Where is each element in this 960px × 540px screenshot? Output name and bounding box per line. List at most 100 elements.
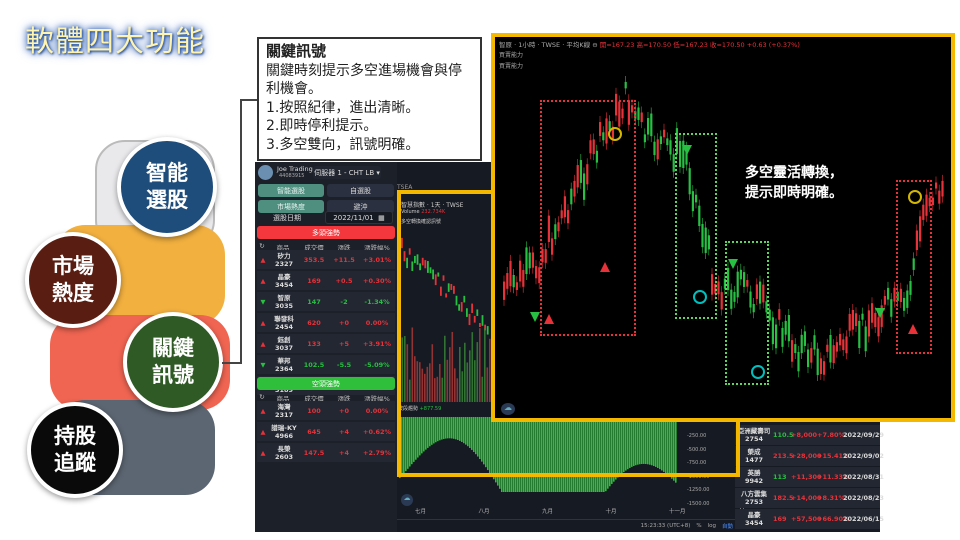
stock-name: 榮成 bbox=[747, 448, 761, 456]
avatar bbox=[258, 165, 273, 180]
oscillator-bar bbox=[599, 417, 601, 492]
stock-name: 晶豪 bbox=[277, 272, 291, 281]
oscillator-bar bbox=[595, 417, 597, 492]
oscillator-bar bbox=[569, 417, 571, 492]
server-select[interactable]: 伺服器 1 - CHT LB ▾ bbox=[313, 166, 381, 179]
profit: +14,000 bbox=[791, 494, 822, 502]
down-arrow-icon: ▼ bbox=[260, 297, 266, 306]
candle bbox=[476, 309, 479, 316]
up-arrow-icon: ▲ bbox=[260, 339, 266, 348]
oscillator-bar bbox=[415, 417, 417, 460]
oscillator-bar bbox=[567, 417, 569, 492]
candle bbox=[615, 93, 618, 116]
volume-bar bbox=[431, 344, 434, 402]
signal-row[interactable]: 晶豪 3454 169 +57,500 +66.90% 2022/06/15 bbox=[735, 509, 884, 529]
big-chart-canvas[interactable] bbox=[495, 37, 951, 418]
oscillator-bar bbox=[529, 417, 531, 492]
stock-row[interactable]: ▲ 鈺創 3037 133 +5 +3.91% bbox=[257, 334, 395, 353]
candle bbox=[466, 308, 468, 317]
candle bbox=[525, 247, 528, 275]
volume-bar bbox=[421, 368, 424, 402]
candle bbox=[621, 108, 624, 119]
sell-arrow-icon bbox=[530, 312, 540, 322]
candle bbox=[816, 348, 819, 375]
auto-toggle[interactable]: 自動 bbox=[721, 524, 733, 530]
stock-code: 9942 bbox=[744, 477, 764, 485]
signal-row[interactable]: 榮成 1477 213.5 +28,000 +15.41% 2022/09/02 bbox=[735, 446, 884, 466]
indicator-label: 多空轉換確認訊號 bbox=[401, 219, 442, 225]
candle bbox=[682, 140, 685, 168]
stock-price: 100 bbox=[307, 406, 321, 415]
stock-row[interactable]: ▲ 聯發科 2454 620 +0 0.00% bbox=[257, 313, 395, 332]
candle bbox=[906, 290, 909, 308]
refresh-icon[interactable]: ↻ bbox=[259, 393, 265, 401]
signal-date: 2022/08/31 bbox=[843, 473, 884, 481]
stock-row[interactable]: ▲ 長榮 2603 147.5 +4 +2.79% bbox=[257, 443, 395, 462]
stock-name: 鈺創 bbox=[277, 335, 291, 344]
oscillator-bar bbox=[557, 417, 559, 492]
candle bbox=[826, 344, 829, 352]
oscillator-bar bbox=[589, 417, 591, 492]
oscillator-bar bbox=[489, 417, 491, 474]
connector-line bbox=[240, 99, 242, 364]
signal-row[interactable]: 亞洲藏壽司 2754 110.5 +8,000 +7.80% 2022/09/29 bbox=[735, 425, 884, 445]
signal-date: 2022/09/29 bbox=[843, 431, 884, 439]
stock-price: 182.5 bbox=[773, 494, 794, 502]
stock-row[interactable]: ▲ 海灣 2317 100 +0 0.00% bbox=[257, 401, 395, 420]
cloud-icon[interactable]: ☁ bbox=[401, 494, 413, 506]
osc-label: 波段趨勢 bbox=[398, 406, 419, 412]
candle bbox=[643, 134, 646, 143]
oscillator-bar bbox=[583, 417, 585, 492]
stock-row[interactable]: ▲ 矽力 2327 353.5 +11.5 +3.01% bbox=[257, 250, 395, 269]
volume-bar bbox=[471, 332, 474, 402]
tab-hedge[interactable]: 避沖 bbox=[327, 200, 394, 213]
candle bbox=[711, 274, 714, 295]
signal-row[interactable]: 英勝 9942 113 +11,300 +11.33% 2022/08/31 bbox=[735, 467, 884, 487]
candle bbox=[522, 270, 525, 287]
percent-toggle[interactable]: % bbox=[696, 523, 702, 529]
symbol-tab[interactable]: TSEA bbox=[397, 184, 413, 191]
stock-name: 英勝 bbox=[747, 469, 761, 477]
tab-smart-pick[interactable]: 智能選股 bbox=[258, 184, 324, 197]
stock-price: 169 bbox=[307, 276, 321, 285]
log-toggle[interactable]: log bbox=[707, 523, 716, 529]
candle bbox=[893, 287, 896, 302]
stock-row[interactable]: ▼ 華邦 2364 102.5 -5.5 -5.09% bbox=[257, 355, 395, 374]
oscillator-bar bbox=[405, 417, 407, 472]
cloud-icon[interactable]: ☁ bbox=[501, 403, 515, 415]
candle bbox=[547, 215, 550, 242]
candle bbox=[421, 257, 424, 266]
oscillator-bar bbox=[655, 417, 657, 467]
candle bbox=[775, 324, 778, 349]
refresh-icon[interactable]: ↻ bbox=[259, 242, 265, 250]
oscillator-bar bbox=[487, 417, 489, 471]
stock-row[interactable]: ▼ 智原 3035 147 -2 -1.34% bbox=[257, 292, 395, 311]
candle bbox=[685, 147, 688, 165]
stock-row[interactable]: ▲ 譜瑞-KY 4966 645 +4 +0.62% bbox=[257, 422, 395, 441]
tab-watchlist[interactable]: 自選股 bbox=[327, 184, 394, 197]
candle bbox=[401, 237, 403, 249]
stock-row[interactable]: ▲ 晶豪 3454 169 +0.5 +0.30% bbox=[257, 271, 395, 290]
stock-code: 2603 bbox=[274, 452, 294, 461]
feature-key-signal: 關鍵 訊號 bbox=[123, 312, 223, 412]
tab-market-heat[interactable]: 市場熱度 bbox=[258, 200, 324, 213]
callout-point: 3.多空雙向，訊號明確。 bbox=[266, 136, 420, 153]
sell-arrow-icon bbox=[682, 145, 692, 155]
candle bbox=[554, 224, 557, 240]
mid-chart-title: 智慧指數 · 1天 · TWSE bbox=[401, 202, 464, 209]
candle bbox=[506, 273, 509, 289]
stock-code: 3454 bbox=[274, 280, 294, 289]
candle bbox=[576, 165, 579, 188]
mid-chart-canvas[interactable] bbox=[397, 222, 737, 512]
candle bbox=[858, 320, 861, 349]
candle bbox=[848, 313, 851, 331]
profit-pct: +7.80% bbox=[817, 431, 845, 439]
stock-change: +0 bbox=[339, 406, 349, 415]
candle bbox=[874, 312, 877, 327]
signal-date: 2022/09/02 bbox=[843, 452, 884, 460]
signal-row[interactable]: 八方雲集 2753 182.5 +14,000 +8.31% 2022/08/23 bbox=[735, 488, 884, 508]
candle bbox=[528, 252, 531, 269]
oscillator-bar bbox=[483, 417, 485, 465]
volume-bar bbox=[444, 335, 446, 402]
date-input[interactable]: 2022/11/01 ▦ bbox=[325, 211, 393, 224]
